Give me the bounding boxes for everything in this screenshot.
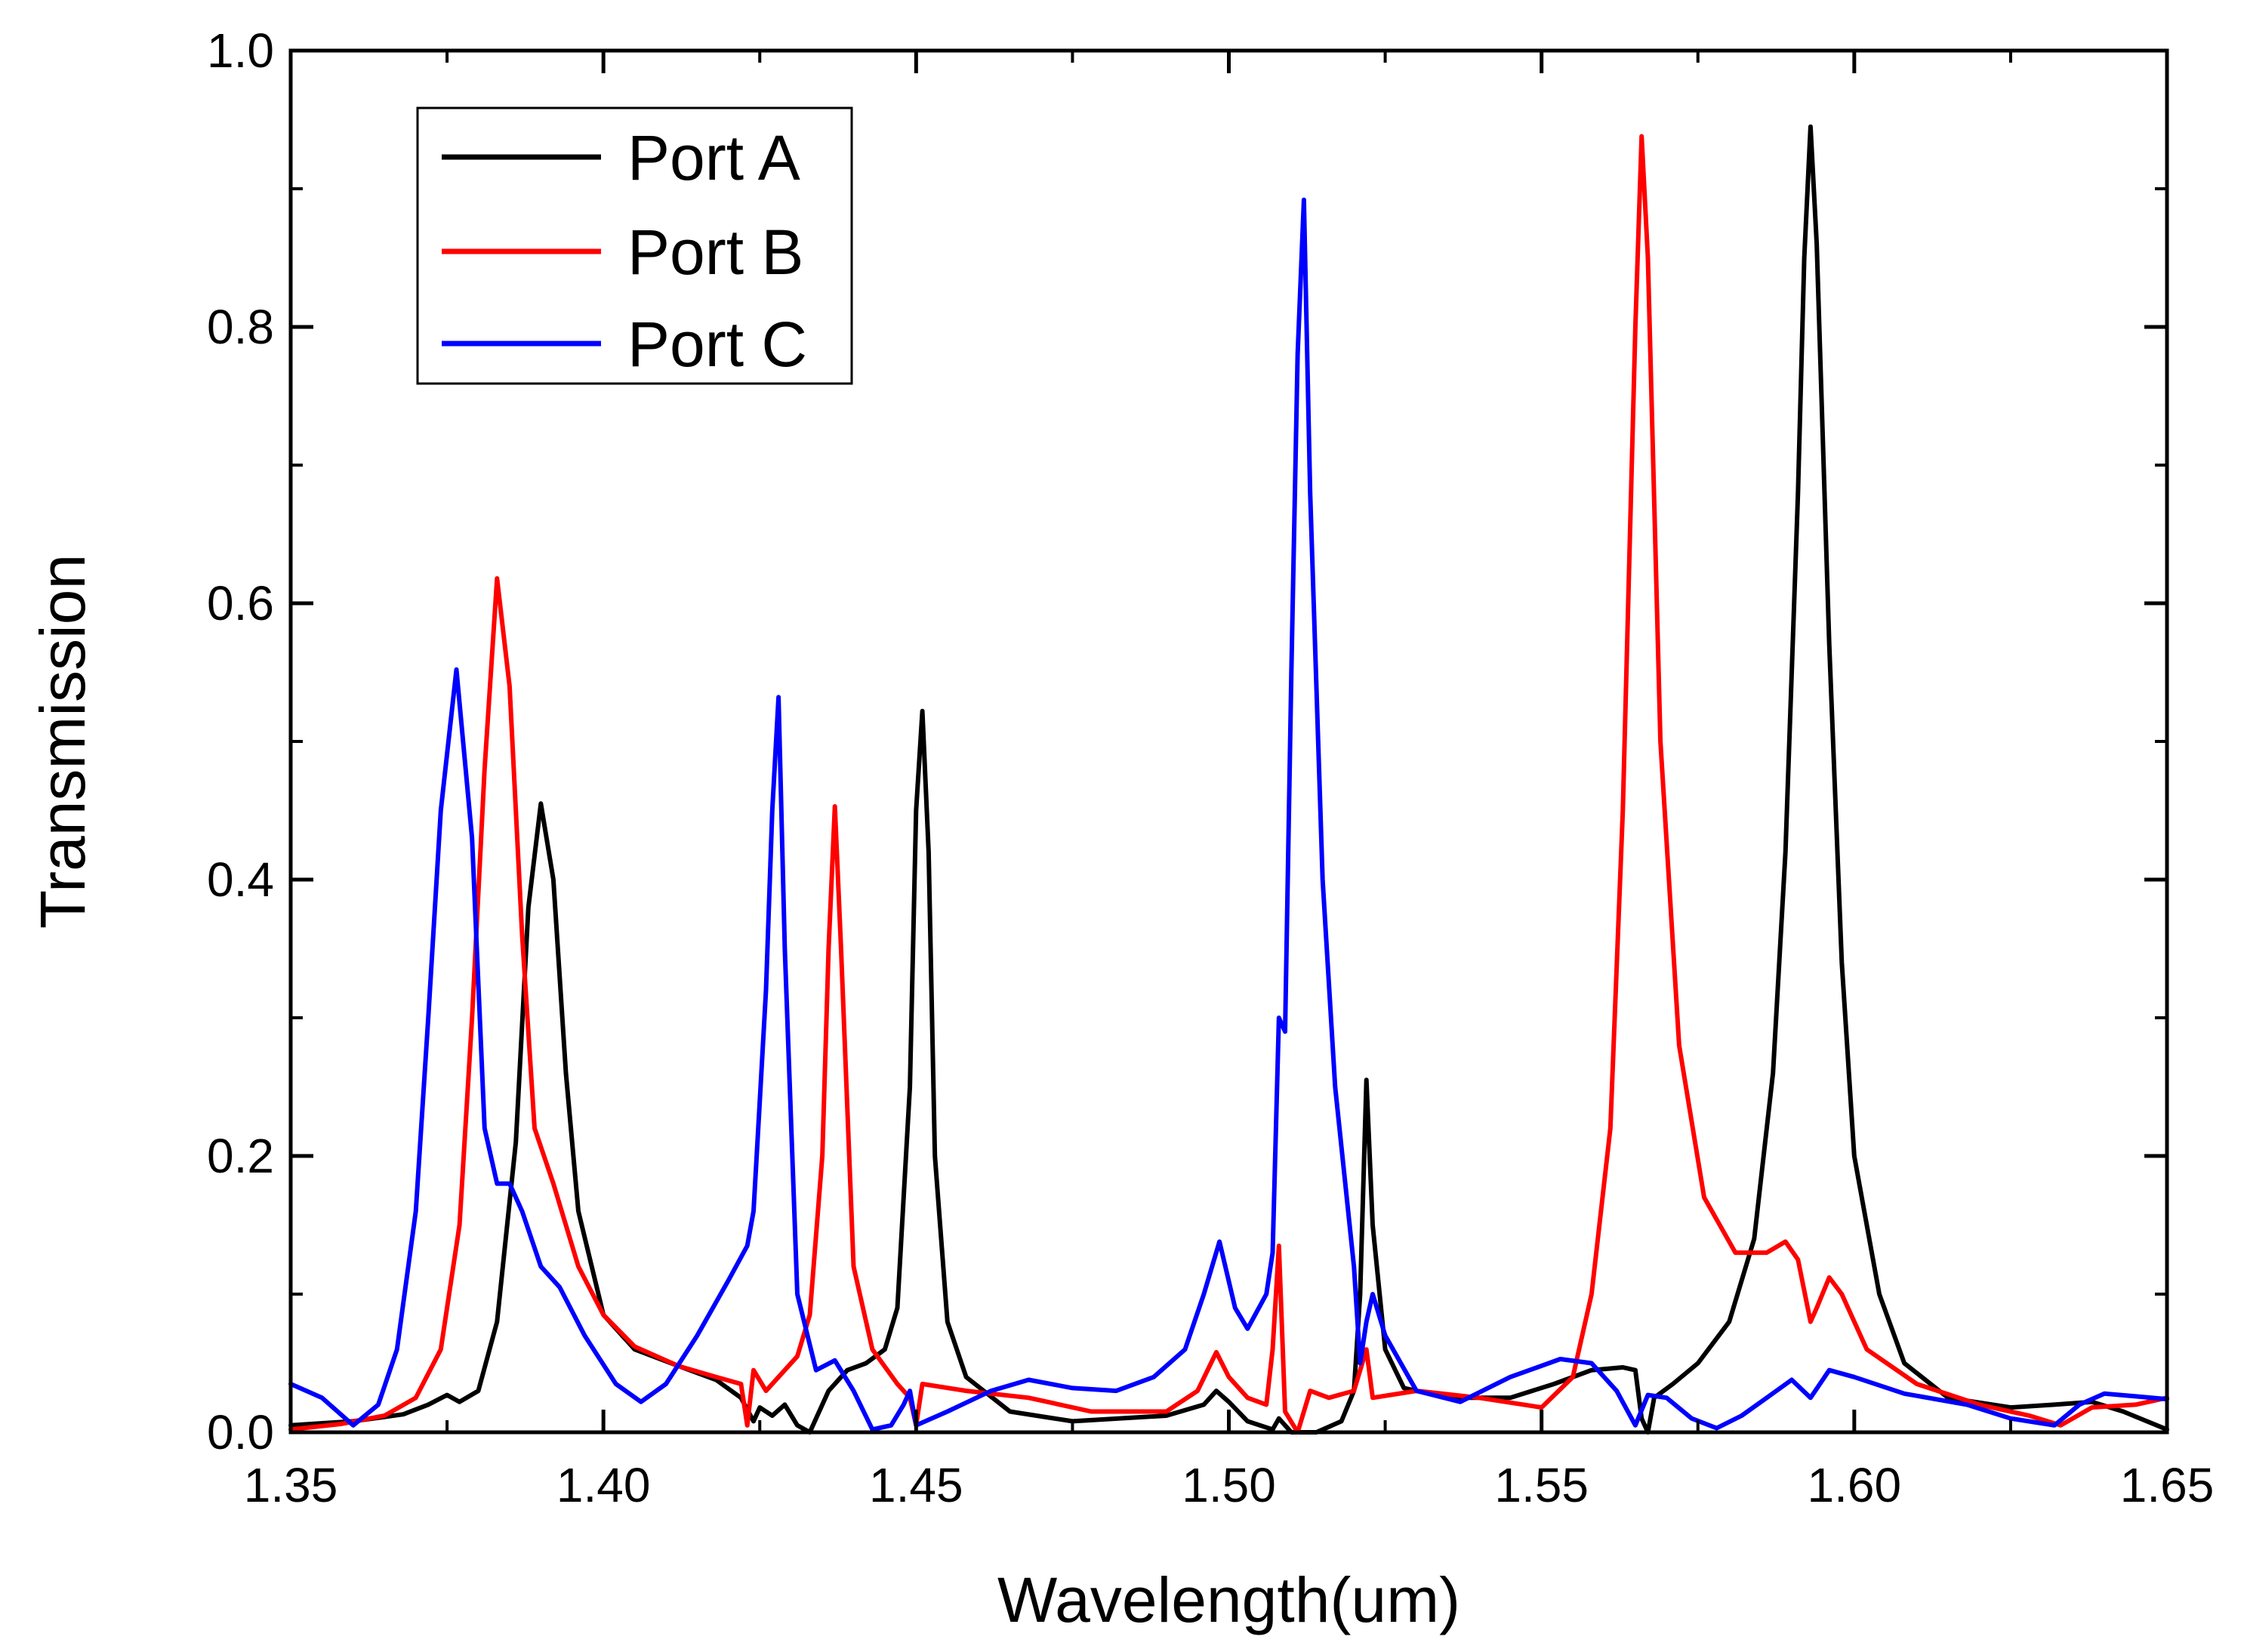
axis-layer: 1.35 1.40 1.45 1.50 1.55 1.60 1.65 0.0 0.2 0.4 0.6… <box>207 23 2214 1512</box>
series-line-port-c <box>288 197 2169 1432</box>
y-tick-label: 1.0 <box>207 23 274 78</box>
x-tick-label: 1.45 <box>869 1458 963 1512</box>
series-layer <box>288 124 2169 1435</box>
legend-box <box>416 106 853 385</box>
x-tick-label: 1.40 <box>556 1458 651 1512</box>
legend-label: Port B <box>627 217 803 288</box>
series-line-port-b <box>288 134 2169 1435</box>
y-tick-label: 0.6 <box>207 576 274 630</box>
x-tick-label: 1.35 <box>244 1458 338 1512</box>
y-tick-label: 0.4 <box>207 852 274 907</box>
x-tick-label: 1.55 <box>1494 1458 1589 1512</box>
x-axis-title: Wavelength(um) <box>997 1564 1460 1635</box>
legend-label: Port A <box>627 122 800 193</box>
legend: Port A Port B Port C <box>416 106 853 385</box>
x-tick-label: 1.50 <box>1182 1458 1276 1512</box>
x-tick-label: 1.60 <box>1808 1458 1902 1512</box>
y-tick-label: 0.2 <box>207 1129 274 1183</box>
y-tick-label: 0.8 <box>207 300 274 354</box>
legend-label: Port C <box>627 309 807 380</box>
y-axis-title: Transmission <box>27 554 98 929</box>
x-tick-label: 1.65 <box>2120 1458 2215 1512</box>
y-tick-label: 0.0 <box>207 1405 274 1459</box>
